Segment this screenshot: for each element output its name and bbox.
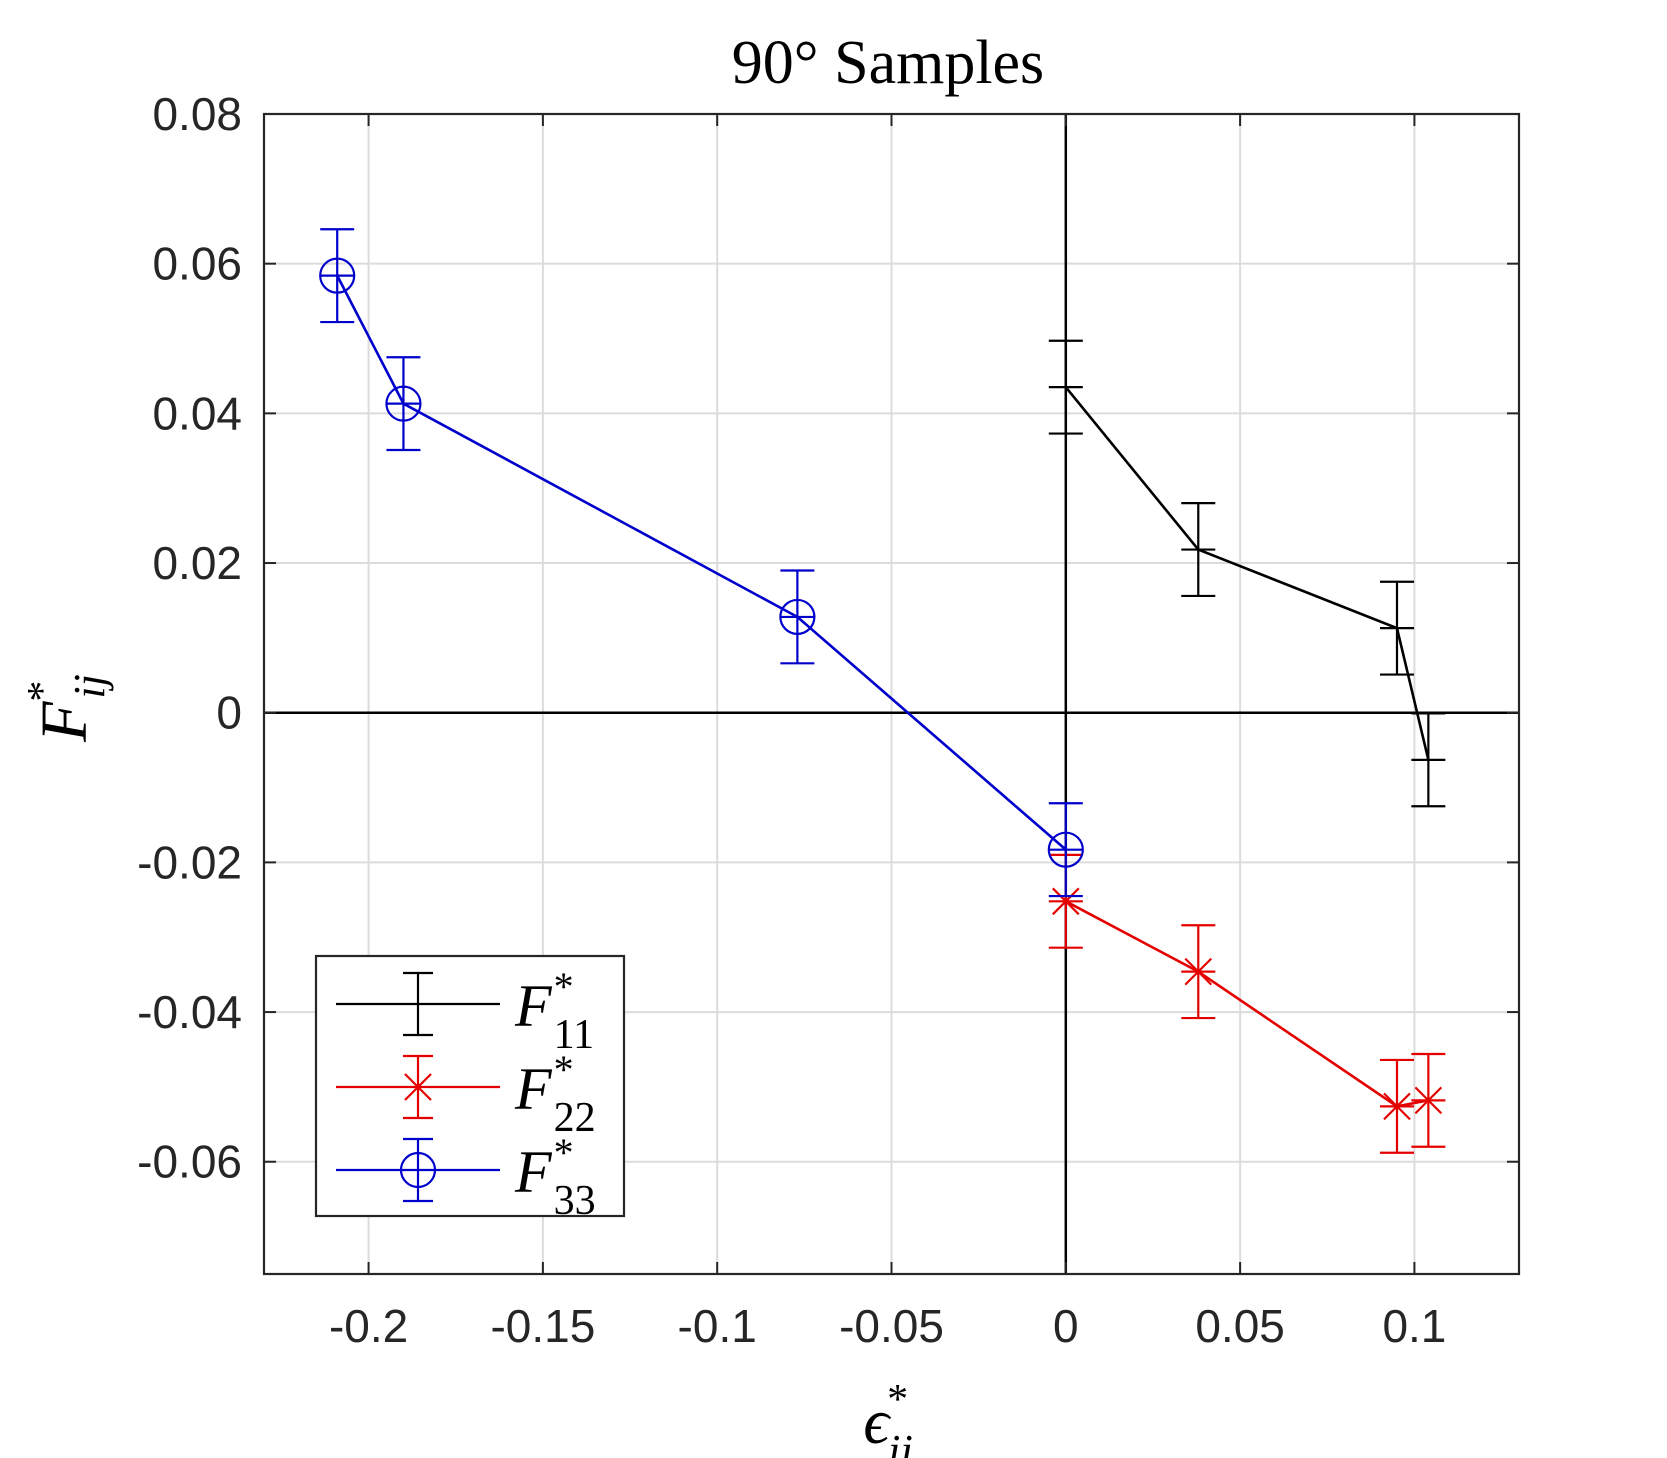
legend-label-sup: *	[554, 1047, 574, 1092]
y-tick-label: -0.04	[137, 986, 242, 1038]
series-f33-errorbar	[320, 228, 355, 324]
series-f22	[1048, 853, 1446, 1154]
series-f22-marker	[1184, 957, 1213, 986]
legend-label-sup: *	[554, 964, 574, 1009]
legend-marker-f22-stroke	[404, 1073, 432, 1101]
y-tick-label: -0.02	[137, 836, 242, 888]
x-tick-label: -0.2	[329, 1300, 408, 1352]
x-axis-label-base: ϵ	[863, 1386, 891, 1457]
series-f22-marker	[1383, 1092, 1411, 1121]
x-tick-labels: -0.2 -0.15 -0.1 -0.05 0 0.05 0.1	[329, 1300, 1446, 1352]
y-tick-label: 0.04	[152, 387, 242, 439]
x-tick-label: 0.1	[1382, 1300, 1446, 1352]
series-f33-marker	[1047, 831, 1084, 868]
y-tick-label: 0	[216, 687, 242, 739]
series-f33-errorbar	[780, 569, 815, 665]
series-f22-marker-stroke	[1383, 1092, 1411, 1121]
series-f22-marker	[1052, 887, 1080, 916]
y-tick-label: 0.06	[152, 238, 242, 290]
legend-label-sub: 33	[554, 1178, 596, 1224]
series-f11-errorbar	[1379, 580, 1414, 676]
y-axis-label-sub: ij	[65, 674, 114, 698]
x-tick-label: 0	[1053, 1300, 1079, 1352]
legend-label-sub: 22	[554, 1095, 596, 1141]
legend: F* 11F* 22F* 33	[314, 954, 626, 1224]
y-axis-label-base: F	[28, 701, 101, 743]
y-axis-label: F*ij	[20, 674, 114, 743]
x-tick-label: 0.05	[1195, 1300, 1285, 1352]
legend-label-base: F	[514, 1139, 553, 1205]
x-axis-label-sup: *	[887, 1377, 908, 1423]
series-f33-errorbar	[1048, 802, 1083, 898]
x-tick-label: -0.05	[839, 1300, 944, 1352]
series-f22-marker-stroke	[1184, 957, 1213, 986]
legend-label-f22: F* 22	[514, 1047, 596, 1141]
x-axis-label: ϵ* ij	[863, 1377, 912, 1458]
series-f11-errorbar	[1181, 502, 1216, 598]
series-f11-errorbar	[1411, 712, 1446, 808]
legend-marker-f33	[399, 1151, 437, 1189]
legend-label-base: F	[514, 973, 553, 1039]
legend-label-f11: F* 11	[514, 964, 594, 1058]
series-f11-errorbar	[1048, 339, 1083, 435]
tick-marks	[264, 113, 1519, 1274]
series-f33	[319, 228, 1084, 898]
legend-item-f11: F* 11	[336, 964, 594, 1058]
zero-lines	[264, 114, 1519, 1274]
y-tick-label: 0.08	[152, 88, 242, 140]
series-f33-line	[336, 275, 1067, 851]
legend-label-base: F	[514, 1056, 553, 1122]
y-tick-labels: 0.08 0.06 0.04 0.02 0 -0.02 -0.04 -0.06	[137, 88, 242, 1188]
x-tick-label: -0.1	[678, 1300, 757, 1352]
legend-label-sup: *	[554, 1130, 574, 1175]
x-tick-label: -0.15	[490, 1300, 595, 1352]
series-f33-marker	[385, 385, 422, 422]
chart-title: 90° Samples	[732, 29, 1044, 97]
y-axis-label-sup: *	[20, 681, 66, 702]
series-f33-marker	[319, 257, 356, 294]
legend-label-f33: F* 33	[514, 1130, 596, 1224]
series-f11	[1048, 339, 1446, 808]
series-f22-marker-stroke	[1052, 887, 1080, 916]
series-f22-marker-stroke	[1414, 1086, 1443, 1115]
x-axis-label-sub: ij	[888, 1426, 912, 1458]
series-f22-marker	[1414, 1086, 1443, 1115]
series-f33-marker	[779, 598, 816, 636]
y-tick-label: -0.06	[137, 1136, 242, 1188]
series-f33-errorbar	[386, 356, 421, 452]
series-layer	[319, 228, 1446, 1154]
legend-label-sub: 11	[554, 1012, 594, 1058]
legend-item-f33: F* 33	[336, 1130, 596, 1224]
legend-item-f22: F* 22	[336, 1047, 596, 1141]
series-f11-line	[1064, 386, 1430, 761]
legend-marker-f22	[404, 1073, 432, 1101]
series-f22-line	[1065, 900, 1429, 1108]
y-tick-label: 0.02	[152, 537, 242, 589]
